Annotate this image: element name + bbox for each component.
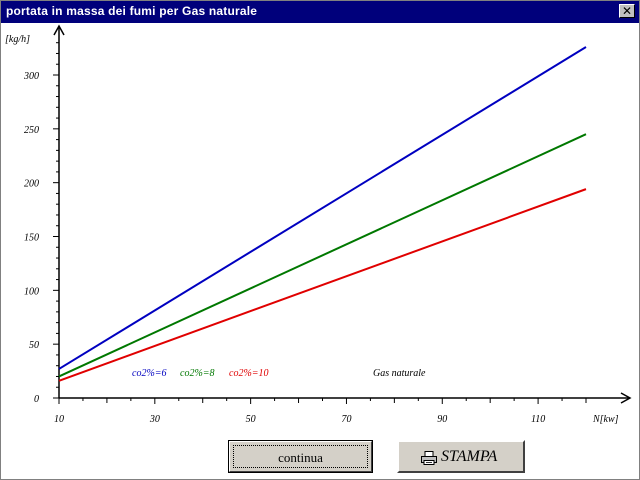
title-bar: portata in massa dei fumi per Gas natura… (1, 1, 639, 23)
window-title: portata in massa dei fumi per Gas natura… (6, 4, 258, 18)
series-line (58, 46, 587, 370)
x-axis-arrow (620, 392, 632, 404)
y-tick-label: 50 (29, 340, 39, 351)
stampa-label: STAMPA (441, 448, 498, 465)
stampa-button[interactable]: STAMPA (397, 440, 525, 473)
x-tick-label: 50 (246, 414, 256, 425)
x-tick-label: 10 (54, 414, 64, 425)
x-tick-label: 30 (149, 414, 160, 425)
x-axis-label: N[kw] (592, 414, 619, 425)
printer-icon (421, 451, 437, 465)
y-tick-label: 200 (24, 179, 39, 190)
legend-entry: co2%=10 (229, 368, 269, 379)
legend-entry: co2%=8 (180, 368, 215, 379)
continua-button[interactable]: continua (228, 440, 373, 473)
y-axis-label: [kg/h] (5, 34, 30, 45)
close-button[interactable]: ✕ (619, 4, 635, 18)
chart-annotation: Gas naturale (373, 368, 426, 379)
x-tick-label: 110 (531, 414, 545, 425)
y-tick-label: 250 (24, 125, 39, 136)
series-line (58, 133, 587, 378)
continua-label: continua (278, 450, 323, 465)
focus-rectangle (233, 445, 368, 468)
y-tick-label: 150 (24, 233, 39, 244)
line-chart: [kg/h] N[kw] 0 50 100 150 200 250 300 10 30 50 70 90 1… (5, 24, 632, 425)
x-tick-label: 90 (437, 414, 447, 425)
y-tick-label: 100 (24, 286, 39, 297)
y-tick-label: 300 (23, 71, 39, 82)
series-line (58, 188, 587, 382)
y-axis-arrow (53, 24, 65, 36)
x-tick-label: 70 (341, 414, 351, 425)
y-tick-label: 0 (34, 394, 39, 405)
legend-entry: co2%=6 (132, 368, 167, 379)
